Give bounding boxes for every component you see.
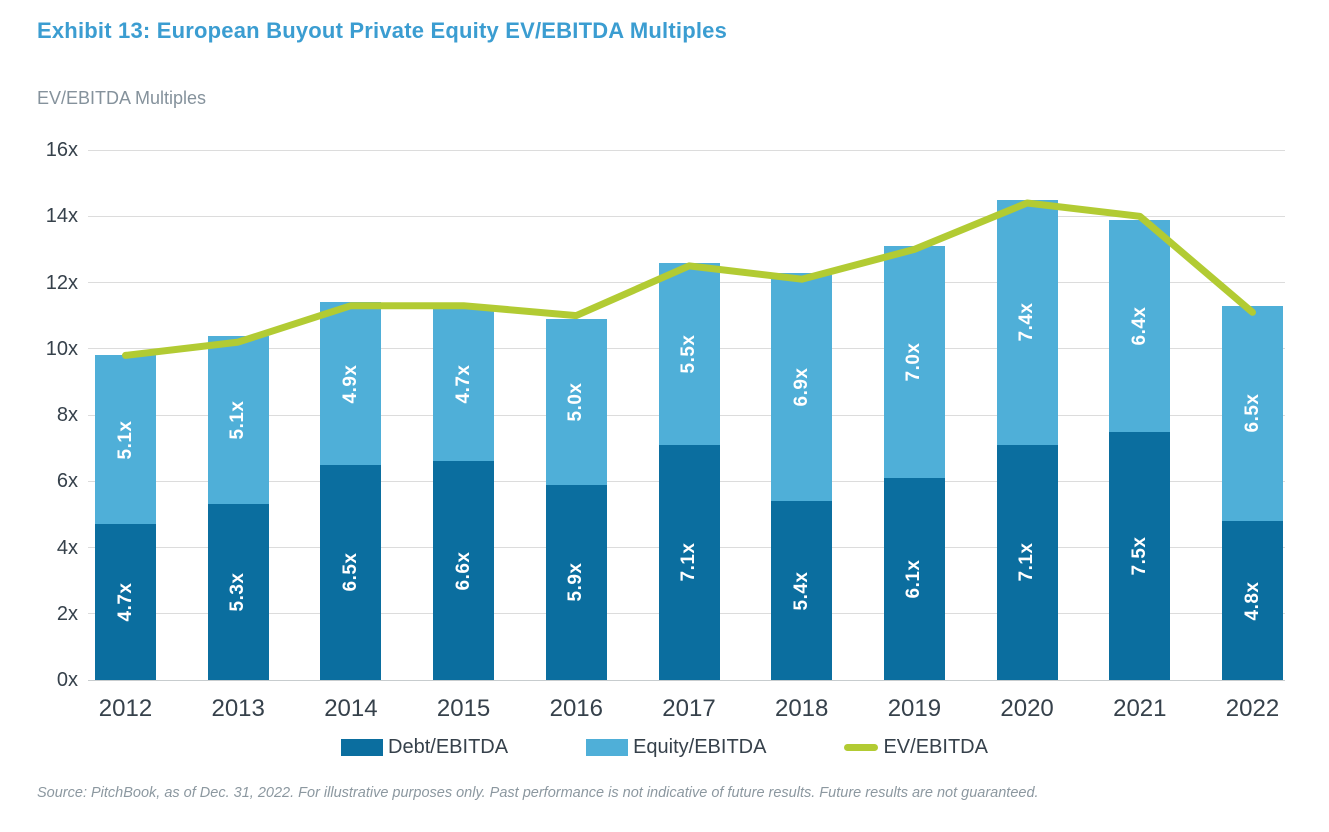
y-axis-title: EV/EBITDA Multiples: [37, 88, 207, 108]
debt-swatch-icon: [341, 739, 384, 756]
bar-segment-equity-2016: 5.0x: [545, 318, 607, 485]
x-axis-tick-label: 2018: [774, 695, 829, 722]
y-axis-tick-label: 16x: [45, 139, 78, 161]
bar-segment-equity-2018: 6.9x: [771, 272, 833, 502]
y-axis-tick-label: 10x: [45, 337, 78, 360]
bar-segment-equity-2014: 4.9x: [320, 302, 382, 465]
bar-segment-debt-2018: 5.4x: [771, 501, 833, 680]
y-axis-tick-label: 8x: [56, 404, 78, 426]
bar-segment-debt-2020: 7.1x: [996, 444, 1058, 680]
ev-ebitda-line: [122, 199, 1256, 359]
chart-plot-area: 0x 2x 4x 6x 8x 10x 12x 14x 16x 4.7x 5.1x 5.3x 5.1x 6…: [46, 139, 1285, 722]
gridline: [88, 215, 1285, 217]
bar-segment-equity-2013: 5.1x: [207, 335, 269, 505]
y-axis-tick-label: 2x: [56, 602, 78, 625]
bar-segment-equity-2012: 5.1x: [95, 355, 156, 525]
y-axis-tick-label: 0x: [56, 669, 78, 691]
chart-legend: Debt/EBITDA Equity/EBITDA EV/EBITDA: [0, 736, 1329, 759]
legend-item-equity: Equity/EBITDA: [586, 736, 766, 759]
bar-segment-debt-2022: 4.8x: [1222, 521, 1283, 680]
x-axis-tick-label: 2016: [549, 695, 603, 722]
bar-segment-debt-2021: 7.5x: [1109, 431, 1171, 680]
legend-label-equity: Equity/EBITDA: [633, 736, 767, 758]
x-axis-tick-label: 2022: [1225, 695, 1280, 722]
ev-line-swatch-icon: [844, 744, 879, 751]
gridline: [88, 679, 1285, 681]
x-axis-tick-label: 2017: [662, 695, 716, 722]
bar-segment-debt-2015: 6.6x: [433, 461, 495, 680]
bar-segment-equity-2019: 7.0x: [883, 246, 945, 478]
x-axis-tick-label: 2020: [1000, 695, 1054, 722]
gridline: [88, 149, 1285, 151]
bar-segment-debt-2013: 5.3x: [207, 504, 269, 680]
bar-segment-debt-2012: 4.7x: [95, 524, 156, 680]
y-axis-tick-label: 12x: [45, 271, 78, 294]
bar-segment-equity-2021: 6.4x: [1109, 219, 1171, 432]
legend-item-debt: Debt/EBITDA: [341, 736, 508, 759]
equity-swatch-icon: [586, 739, 629, 756]
x-axis-tick-label: 2012: [98, 695, 153, 722]
y-axis-tick-label: 14x: [45, 205, 78, 228]
x-axis-tick-label: 2013: [211, 695, 265, 722]
bar-segment-debt-2016: 5.9x: [545, 484, 607, 680]
bar-segment-debt-2014: 6.5x: [320, 464, 382, 680]
legend-item-ev: EV/EBITDA: [844, 736, 988, 759]
bar-segment-equity-2017: 5.5x: [658, 262, 720, 445]
y-axis-tick-label: 4x: [56, 536, 78, 559]
legend-label-ev: EV/EBITDA: [883, 736, 988, 758]
ev-ebitda-line-path: [122, 199, 1256, 359]
bar-segment-equity-2022: 6.5x: [1222, 305, 1283, 521]
bar-segment-equity-2015: 4.7x: [433, 305, 495, 462]
x-axis-tick-label: 2021: [1113, 695, 1167, 722]
exhibit-title: Exhibit 13: European Buyout Private Equi…: [37, 18, 728, 43]
x-axis-tick-label: 2015: [436, 695, 491, 722]
bar-segment-debt-2019: 6.1x: [883, 477, 945, 680]
legend-label-debt: Debt/EBITDA: [388, 736, 509, 758]
x-axis-tick-label: 2014: [324, 695, 378, 722]
x-axis-tick-label: 2019: [887, 695, 942, 722]
source-note: Source: PitchBook, as of Dec. 31, 2022. …: [37, 785, 1039, 801]
bar-segment-debt-2017: 7.1x: [658, 444, 720, 680]
bar-segment-equity-2020: 7.4x: [996, 199, 1058, 445]
y-axis-tick-label: 6x: [56, 470, 78, 493]
